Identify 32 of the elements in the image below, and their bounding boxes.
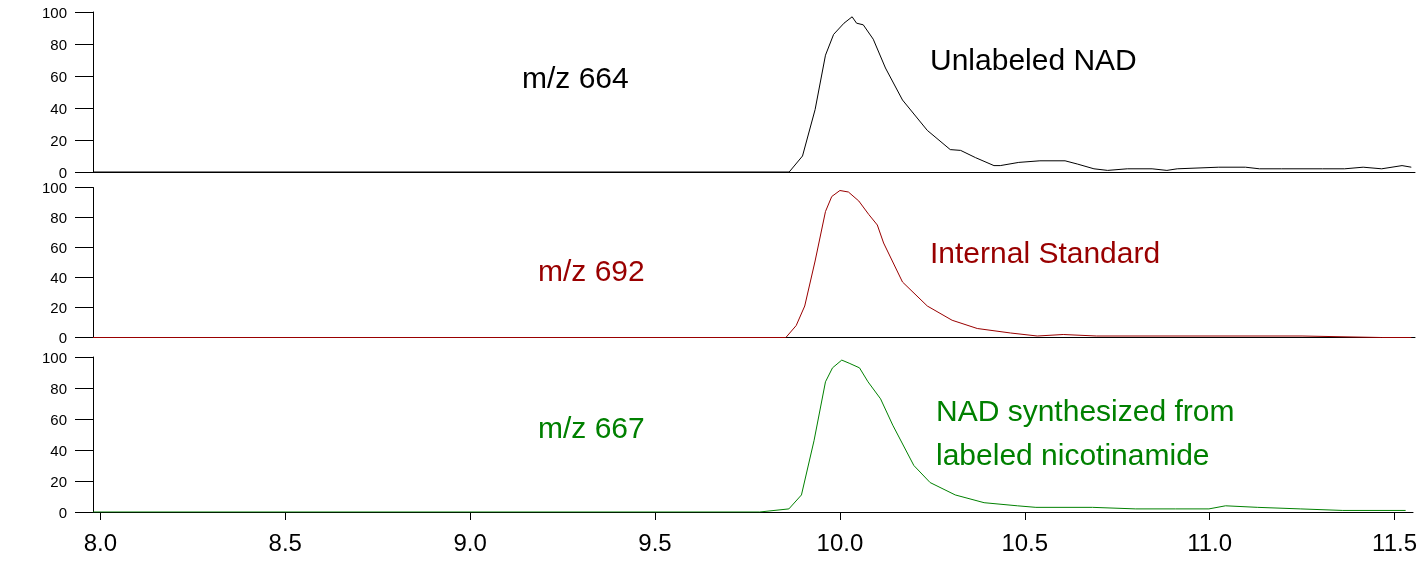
y-tick-label: 80 bbox=[50, 35, 67, 53]
y-tick-label: 100 bbox=[41, 179, 67, 196]
y-tick-label: 40 bbox=[50, 269, 67, 286]
annotation: m/z 692 bbox=[538, 253, 645, 287]
y-tick-label: 20 bbox=[50, 472, 67, 490]
annotation: m/z 664 bbox=[522, 60, 629, 94]
x-tick-label: 8.0 bbox=[83, 528, 118, 556]
x-tick-label: 9.0 bbox=[453, 528, 487, 556]
y-tick-label: 80 bbox=[50, 209, 67, 226]
y-tick-label: 100 bbox=[41, 348, 67, 366]
y-tick-label: 0 bbox=[58, 503, 67, 521]
annotation: NAD synthesized from labeled nicotinamide bbox=[936, 393, 1243, 471]
x-tick-label: 10.5 bbox=[1001, 528, 1049, 556]
y-tick-label: 40 bbox=[50, 99, 67, 117]
y-tick-label: 80 bbox=[50, 379, 67, 397]
y-tick-label: 60 bbox=[50, 410, 67, 428]
x-tick-label: 10.0 bbox=[816, 528, 864, 556]
y-tick-label: 0 bbox=[58, 163, 67, 181]
annotation: Unlabeled NAD bbox=[930, 42, 1137, 76]
annotation: Internal Standard bbox=[930, 235, 1161, 269]
x-tick-label: 11.5 bbox=[1372, 528, 1417, 556]
x-tick-label: 11.0 bbox=[1187, 528, 1233, 556]
x-tick-label: 9.5 bbox=[638, 528, 672, 556]
y-tick-label: 40 bbox=[50, 441, 67, 459]
y-tick-label: 60 bbox=[50, 67, 67, 85]
x-tick-label: 8.5 bbox=[268, 528, 302, 556]
y-tick-label: 20 bbox=[50, 131, 67, 149]
y-tick-label: 0 bbox=[58, 329, 67, 346]
y-tick-label: 60 bbox=[50, 239, 67, 256]
y-tick-label: 20 bbox=[50, 299, 67, 316]
y-tick-label: 100 bbox=[41, 3, 67, 21]
annotation: m/z 667 bbox=[538, 410, 645, 444]
